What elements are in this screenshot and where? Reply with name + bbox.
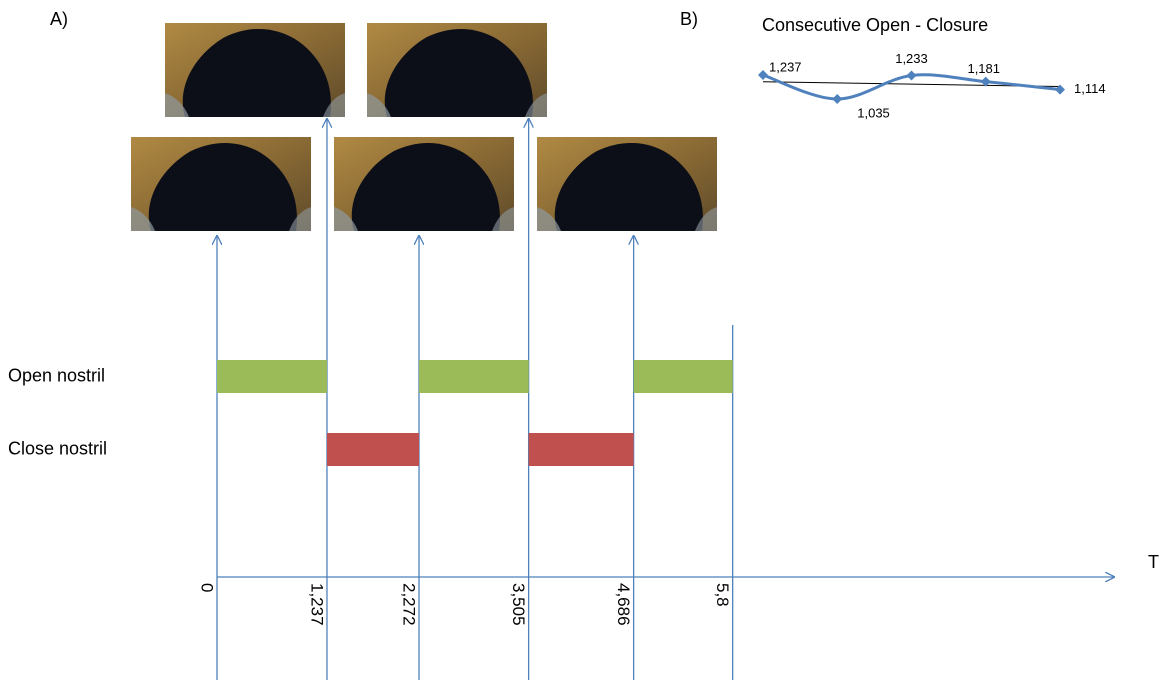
- photo: [334, 137, 514, 231]
- panel-label: A): [50, 9, 68, 29]
- x-tick-label: 4,686: [614, 583, 633, 626]
- data-label: 1,181: [967, 61, 1000, 76]
- marker: [832, 94, 842, 104]
- marker: [758, 70, 768, 80]
- bar: [327, 433, 419, 466]
- photo: [537, 137, 717, 231]
- data-label: 1,237: [769, 59, 802, 74]
- data-label: 1,233: [895, 51, 928, 66]
- marker: [907, 70, 917, 80]
- legend-label: Close nostril: [8, 438, 107, 458]
- bar: [529, 433, 634, 466]
- bar: [419, 360, 529, 393]
- axis-label: T: [1148, 552, 1159, 572]
- photo: [367, 23, 547, 117]
- photo: [131, 137, 311, 231]
- photo: [165, 23, 345, 117]
- figure: A) B) Consecutive Open - Closure T 0 1,23…: [0, 0, 1167, 682]
- chart-title: Consecutive Open - Closure: [762, 15, 988, 35]
- x-tick-label: 1,237: [307, 583, 326, 626]
- bar: [217, 360, 327, 393]
- x-tick-label: 2,272: [400, 583, 419, 626]
- bar: [634, 360, 733, 393]
- legend-label: Open nostril: [8, 365, 105, 385]
- x-tick-label: 5,8: [713, 583, 732, 607]
- x-tick-label: 0: [198, 583, 217, 592]
- data-label: 1,114: [1074, 81, 1106, 96]
- photos: [131, 23, 717, 231]
- panel-label: B): [680, 9, 698, 29]
- x-tick-label: 3,505: [509, 583, 528, 626]
- data-label: 1,035: [857, 105, 890, 120]
